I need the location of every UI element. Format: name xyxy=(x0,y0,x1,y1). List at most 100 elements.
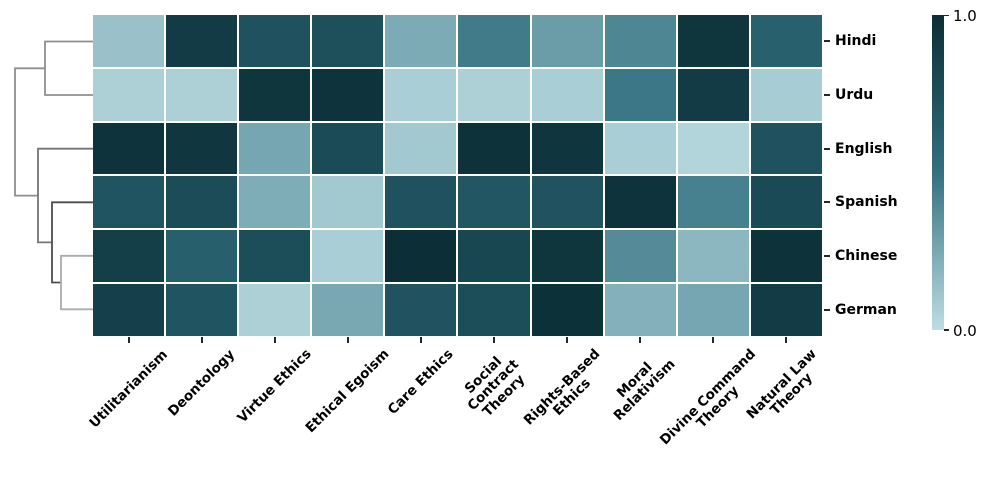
row-tick xyxy=(824,255,830,258)
heatmap-cell-German-c0 xyxy=(93,284,165,336)
heatmap-cell-Chinese-c4 xyxy=(385,230,457,283)
col-label-social: Social Contract Theory xyxy=(461,353,529,420)
heatmap-cell-Spanish-c7 xyxy=(604,176,676,229)
heatmap-cell-Spanish-c2 xyxy=(239,176,311,229)
row-label-spanish: Spanish xyxy=(835,194,898,211)
heatmap-cell-German-c2 xyxy=(239,284,311,336)
heatmap-cell-Chinese-c0 xyxy=(93,230,165,283)
col-tick xyxy=(785,337,788,343)
row-tick xyxy=(824,93,830,96)
heatmap-cell-Urdu-c1 xyxy=(166,68,238,121)
heatmap-cell-Hindi-c3 xyxy=(312,15,384,67)
heatmap-cell-Spanish-c1 xyxy=(166,176,238,229)
heatmap-cell-English-c1 xyxy=(166,122,238,175)
dendrogram-link-chinese-german xyxy=(60,254,93,311)
heatmap-cell-Spanish-c6 xyxy=(531,176,603,229)
heatmap-cell-German-c5 xyxy=(458,284,530,336)
heatmap-cell-German-c8 xyxy=(677,284,749,336)
heatmap-cell-English-c6 xyxy=(531,122,603,175)
heatmap-cell-German-c7 xyxy=(604,284,676,336)
heatmap-cell-German-c6 xyxy=(531,284,603,336)
col-tick xyxy=(200,337,203,343)
heatmap-cell-Chinese-c3 xyxy=(312,230,384,283)
heatmap-cell-Urdu-c3 xyxy=(312,68,384,121)
heatmap-cell-Chinese-c2 xyxy=(239,230,311,283)
heatmap-cell-Hindi-c2 xyxy=(239,15,311,67)
heatmap-cell-Urdu-c8 xyxy=(677,68,749,121)
col-tick xyxy=(127,337,130,343)
heatmap-cell-Urdu-c2 xyxy=(239,68,311,121)
heatmap-cell-Urdu-c5 xyxy=(458,68,530,121)
colorbar-gradient xyxy=(932,15,944,330)
heatmap-cell-English-c7 xyxy=(604,122,676,175)
col-tick xyxy=(419,337,422,343)
heatmap-cell-Hindi-c1 xyxy=(166,15,238,67)
heatmap-cell-German-c1 xyxy=(166,284,238,336)
col-label-utilitarianism: Utilitarianism xyxy=(86,346,171,431)
col-label-deontology: Deontology xyxy=(164,346,239,420)
heatmap-cell-Hindi-c5 xyxy=(458,15,530,67)
col-tick xyxy=(346,337,349,343)
col-tick xyxy=(273,337,276,343)
col-label-moral: Moral Relativism xyxy=(611,356,680,425)
dendrogram-link-spanish-join xyxy=(51,201,93,284)
row-label-urdu: Urdu xyxy=(835,86,874,103)
heatmap-grid xyxy=(93,15,822,336)
heatmap-cell-English-c4 xyxy=(385,122,457,175)
row-label-chinese: Chinese xyxy=(835,248,898,265)
row-label-german: German xyxy=(835,302,897,319)
heatmap-cell-Spanish-c9 xyxy=(750,176,822,229)
heatmap-cell-Urdu-c6 xyxy=(531,68,603,121)
heatmap-cell-German-c9 xyxy=(750,284,822,336)
heatmap-cell-Urdu-c9 xyxy=(750,68,822,121)
heatmap-cell-Spanish-c4 xyxy=(385,176,457,229)
heatmap-cell-Spanish-c0 xyxy=(93,176,165,229)
row-label-hindi: Hindi xyxy=(835,32,877,49)
col-label-rights-based: Rights-Based Ethics xyxy=(520,346,604,429)
dendrogram-link-hindi-urdu xyxy=(44,40,93,96)
heatmap-cell-Hindi-c8 xyxy=(677,15,749,67)
colorbar-max-label: 1.0 xyxy=(953,7,977,25)
heatmap-cell-Hindi-c4 xyxy=(385,15,457,67)
col-label-care-ethics: Care Ethics xyxy=(384,346,457,419)
heatmap-cell-English-c3 xyxy=(312,122,384,175)
row-label-english: English xyxy=(835,140,893,157)
heatmap-cell-Hindi-c0 xyxy=(93,15,165,67)
col-label-ethical-egoism: Ethical Egoism xyxy=(302,346,393,437)
heatmap-cell-Spanish-c8 xyxy=(677,176,749,229)
heatmap-cell-Urdu-c0 xyxy=(93,68,165,121)
col-tick xyxy=(639,337,642,343)
heatmap-cell-English-c5 xyxy=(458,122,530,175)
heatmap-cell-Chinese-c9 xyxy=(750,230,822,283)
row-tick xyxy=(824,147,830,150)
dendrogram-link-root xyxy=(14,67,45,197)
heatmap-cell-English-c0 xyxy=(93,122,165,175)
row-dendrogram xyxy=(14,40,93,311)
heatmap-cell-Chinese-c7 xyxy=(604,230,676,283)
heatmap-cell-Chinese-c1 xyxy=(166,230,238,283)
heatmap-cell-Spanish-c3 xyxy=(312,176,384,229)
colorbar-min-tick xyxy=(944,329,949,331)
heatmap-cell-Urdu-c4 xyxy=(385,68,457,121)
heatmap-cell-German-c4 xyxy=(385,284,457,336)
dendrogram-link-english-join xyxy=(37,147,93,244)
col-tick xyxy=(493,337,496,343)
col-tick xyxy=(712,337,715,343)
heatmap-cell-Urdu-c7 xyxy=(604,68,676,121)
heatmap-cell-Hindi-c9 xyxy=(750,15,822,67)
row-tick xyxy=(824,39,830,42)
row-tick xyxy=(824,201,830,204)
col-tick xyxy=(566,337,569,343)
heatmap-cell-English-c8 xyxy=(677,122,749,175)
heatmap-cell-Hindi-c7 xyxy=(604,15,676,67)
heatmap-cell-Chinese-c6 xyxy=(531,230,603,283)
colorbar-max-tick xyxy=(944,14,949,16)
heatmap-cell-Hindi-c6 xyxy=(531,15,603,67)
heatmap-cell-English-c9 xyxy=(750,122,822,175)
heatmap-cell-Spanish-c5 xyxy=(458,176,530,229)
row-tick xyxy=(824,309,830,312)
heatmap-cell-Chinese-c8 xyxy=(677,230,749,283)
colorbar-min-label: 0.0 xyxy=(953,322,977,340)
heatmap-cell-English-c2 xyxy=(239,122,311,175)
